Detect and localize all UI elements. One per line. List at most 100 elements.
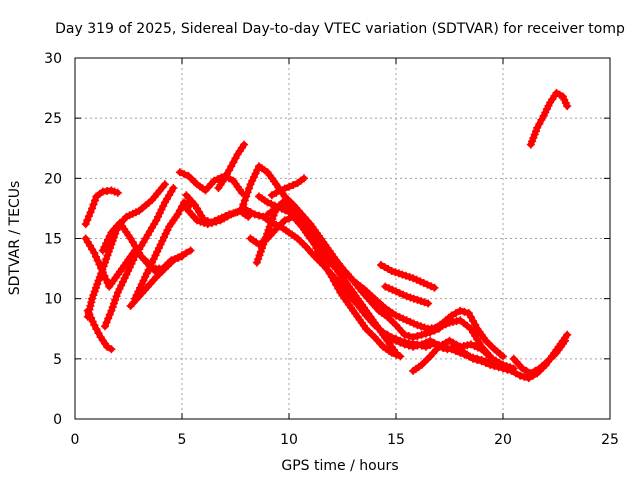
series-point-marker <box>161 229 170 238</box>
series-point-marker <box>267 200 276 208</box>
series-point-marker <box>392 311 400 320</box>
series-point-marker <box>127 259 136 268</box>
series-point-marker <box>466 340 475 349</box>
series-track-24 <box>526 88 572 149</box>
series-point-marker <box>420 298 429 307</box>
series-point-marker <box>402 271 410 280</box>
series-point-marker <box>240 140 249 149</box>
series-point-marker <box>178 251 186 260</box>
series-point-marker <box>400 330 409 339</box>
series-point-marker <box>506 363 515 372</box>
series-point-marker <box>404 341 413 350</box>
series-point-marker <box>103 342 112 351</box>
series-layer <box>81 88 572 383</box>
x-axis-label: GPS time / hours <box>281 458 398 474</box>
series-point-marker <box>563 102 572 111</box>
series-point-marker <box>265 222 274 231</box>
series-point-marker <box>214 215 223 224</box>
series-line <box>82 187 121 228</box>
series-point-marker <box>200 218 209 227</box>
series-point-marker <box>509 364 518 373</box>
series-point-marker <box>120 274 129 283</box>
series-point-marker <box>89 291 98 300</box>
series-point-marker <box>250 210 259 219</box>
x-tick-label: 25 <box>601 432 619 448</box>
series-point-marker <box>151 251 160 260</box>
x-tick-label: 5 <box>178 432 187 448</box>
series-point-marker <box>456 306 465 315</box>
series-point-marker <box>137 280 146 289</box>
series-point-marker <box>406 293 415 302</box>
series-point-marker <box>115 285 124 293</box>
y-tick-label: 20 <box>44 171 62 187</box>
series-point-marker <box>154 212 162 221</box>
series-point-marker <box>94 276 103 285</box>
series-point-marker <box>136 283 145 292</box>
series-point-marker <box>213 175 222 184</box>
series-point-marker <box>148 258 156 267</box>
series-point-marker <box>83 312 92 321</box>
series-point-marker <box>124 267 133 275</box>
series-track-15 <box>246 212 512 373</box>
series-point-marker <box>105 310 114 319</box>
series-point-marker <box>98 246 107 255</box>
series-point-marker <box>469 354 477 363</box>
series-point-marker <box>263 198 272 207</box>
y-tick-label: 15 <box>44 232 62 248</box>
series-point-marker <box>159 202 168 210</box>
series-point-marker <box>95 273 104 281</box>
series-point-marker <box>531 366 540 375</box>
series-point-marker <box>139 276 148 285</box>
series-point-marker <box>254 255 263 263</box>
series-point-marker <box>104 247 113 256</box>
series-point-marker <box>132 291 141 300</box>
series-point-marker <box>233 208 242 216</box>
series-point-marker <box>109 299 118 308</box>
series-point-marker <box>97 269 106 278</box>
series-point-marker <box>158 236 167 245</box>
series-track-20 <box>381 282 433 308</box>
series-point-marker <box>502 362 511 371</box>
series-point-marker <box>104 235 112 244</box>
series-point-marker <box>561 336 570 345</box>
series-point-marker <box>272 188 281 197</box>
series-track-3 <box>83 306 116 354</box>
series-point-marker <box>268 215 277 224</box>
series-point-marker <box>107 306 116 315</box>
series-point-marker <box>516 371 525 380</box>
series-point-marker <box>107 345 116 354</box>
series-point-marker <box>91 196 99 205</box>
series-point-marker <box>256 247 265 256</box>
ticks-layer: 0 5 10 15 20 25 0 5 10 15 20 25 30 <box>44 51 619 448</box>
series-point-marker <box>563 330 572 339</box>
series-point-marker <box>252 258 261 267</box>
series-track-13 <box>237 162 443 342</box>
series-track-11 <box>182 204 572 383</box>
series-point-marker <box>416 277 425 286</box>
series-point-marker <box>520 372 529 381</box>
series-point-marker <box>474 343 482 352</box>
series-point-marker <box>289 181 298 189</box>
series-point-marker <box>102 239 111 248</box>
series-point-marker <box>86 301 95 310</box>
series-point-marker <box>86 208 95 217</box>
series-point-marker <box>396 352 405 361</box>
series-point-marker <box>125 263 134 272</box>
series-point-marker <box>463 341 472 350</box>
series-point-marker <box>412 275 421 284</box>
series-track-17 <box>263 198 400 357</box>
series-point-marker <box>499 360 507 369</box>
series-point-marker <box>160 233 168 242</box>
series-point-marker <box>409 342 418 351</box>
series-point-marker <box>105 232 114 241</box>
series-point-marker <box>221 212 230 220</box>
series-point-marker <box>118 277 127 286</box>
series-point-marker <box>255 211 263 220</box>
y-tick-label: 30 <box>44 51 62 67</box>
series-point-marker <box>134 287 143 296</box>
series-track-23 <box>509 336 570 378</box>
series-point-marker <box>391 268 400 277</box>
series-point-marker <box>518 364 527 373</box>
series-point-marker <box>399 290 408 299</box>
series-point-marker <box>477 357 486 366</box>
